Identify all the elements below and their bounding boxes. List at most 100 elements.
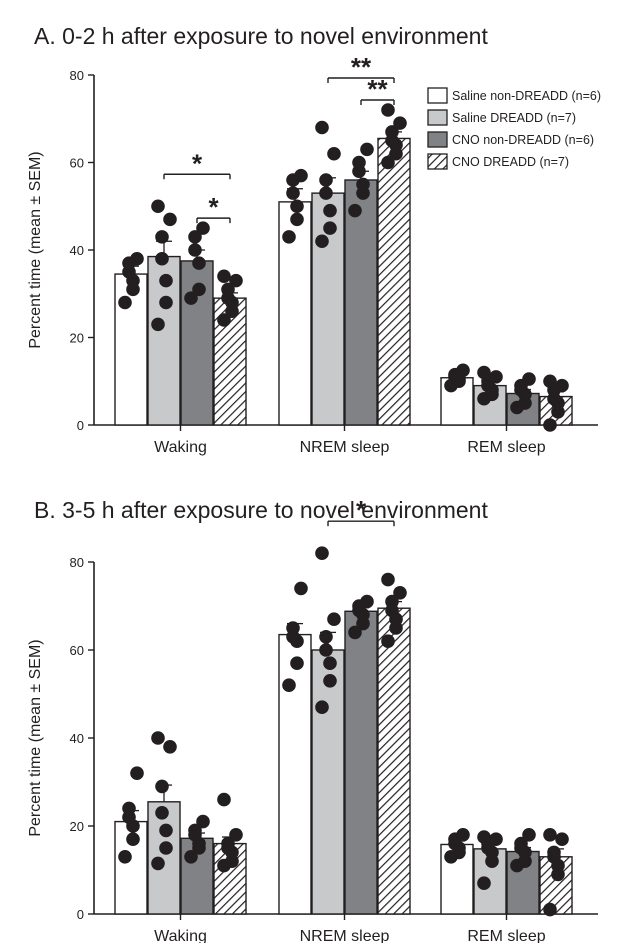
panel-a-data-point bbox=[130, 251, 144, 266]
panel-b-data-point bbox=[118, 850, 132, 864]
panel-b-data-point bbox=[348, 625, 362, 640]
panel-b-data-point bbox=[163, 740, 177, 754]
legend-label: CNO non-DREADD (n=6) bbox=[452, 133, 594, 147]
panel-b-data-point bbox=[477, 876, 491, 890]
panel-a-data-point bbox=[151, 199, 165, 214]
panel-b-data-point bbox=[159, 841, 173, 855]
panel-a-ytick: 60 bbox=[70, 156, 84, 171]
panel-a-data-point bbox=[221, 282, 235, 297]
panel-a-category-label: REM sleep bbox=[467, 439, 545, 456]
legend-swatch-cno-dreadd bbox=[427, 153, 448, 170]
panel-b-data-point bbox=[323, 656, 337, 670]
panel-a-marks bbox=[114, 103, 573, 432]
panel-b-ytick: 80 bbox=[70, 555, 84, 570]
panel-a-data-point bbox=[188, 243, 202, 257]
legend-label: Saline non-DREADD (n=6) bbox=[452, 89, 601, 103]
legend-swatch-saline-non-dreadd bbox=[427, 87, 448, 104]
panel-a-bar-cno-dreadd bbox=[377, 137, 411, 426]
panel-a-data-point bbox=[323, 203, 337, 218]
panel-a-bar-saline-dreadd bbox=[147, 255, 181, 426]
panel-b-data-point bbox=[327, 612, 341, 626]
panel-a-data-point bbox=[356, 177, 370, 192]
panel-a-data-point bbox=[192, 256, 206, 270]
panel-a-bar-saline-non-dreadd bbox=[114, 273, 148, 426]
panel-a-category-label: Waking bbox=[154, 439, 207, 456]
panel-b-data-point bbox=[381, 634, 395, 648]
panel-b-category-label: NREM sleep bbox=[300, 928, 390, 943]
panel-a-data-point bbox=[381, 103, 395, 117]
panel-a-data-point bbox=[159, 295, 173, 310]
panel-b-ytick: 60 bbox=[70, 643, 84, 658]
panel-b-category-label: Waking bbox=[154, 928, 207, 943]
panel-b-data-point bbox=[555, 832, 569, 846]
panel-b-data-point bbox=[155, 806, 169, 820]
panel-a-data-point bbox=[360, 142, 374, 157]
panel-b-data-point bbox=[217, 792, 231, 807]
panel-a-data-point bbox=[294, 168, 308, 183]
panel-a-bar-cno-non-dreadd bbox=[344, 179, 378, 426]
panel-b-data-point bbox=[196, 814, 210, 829]
panel-b-bar-saline-dreadd bbox=[147, 801, 181, 915]
panel-b-data-point bbox=[393, 586, 407, 600]
panel-a-data-point bbox=[217, 269, 231, 284]
panel-b-ytick: 40 bbox=[70, 731, 84, 746]
panel-a-ytick: 40 bbox=[70, 243, 84, 258]
panel-b-data-point bbox=[323, 674, 337, 688]
panel-b-data-point bbox=[547, 845, 561, 860]
panel-b-bar-cno-non-dreadd bbox=[344, 610, 378, 915]
panel-a-ytick: 0 bbox=[77, 418, 84, 433]
panel-b-data-point bbox=[360, 594, 374, 609]
panel-b-data-point bbox=[315, 700, 329, 714]
panel-a-significance-label: ** bbox=[351, 52, 372, 82]
legend-label: CNO DREADD (n=7) bbox=[452, 155, 569, 169]
panel-a-data-point bbox=[555, 378, 569, 393]
panel-b-data-point bbox=[294, 581, 308, 596]
legend-swatch-cno-non-dreadd bbox=[427, 131, 448, 148]
panel-b-data-point bbox=[122, 801, 136, 816]
panel-b-y-axis-label: Percent time (mean ± SEM) bbox=[27, 639, 44, 836]
panel-a-data-point bbox=[385, 125, 399, 139]
panel-b-bar-saline-non-dreadd bbox=[278, 633, 312, 915]
panel-b-category-label: REM sleep bbox=[467, 928, 545, 943]
legend-label: Saline DREADD (n=7) bbox=[452, 111, 576, 125]
panel-a-data-point bbox=[155, 251, 169, 266]
panel-b-data-point bbox=[543, 828, 557, 842]
panel-a-data-point bbox=[348, 203, 362, 218]
panel-a-data-point bbox=[229, 273, 243, 288]
panel-a-data-point bbox=[522, 372, 536, 386]
panel-a-data-point bbox=[290, 212, 304, 227]
panel-b-data-point bbox=[188, 823, 202, 838]
panel-a-category-label: NREM sleep bbox=[300, 439, 390, 456]
panel-a-data-point bbox=[282, 230, 296, 244]
panel-a-ticks: 0 20 40 60 80 bbox=[70, 68, 84, 433]
panel-a-data-point bbox=[327, 146, 341, 161]
panel-b-bar-cno-dreadd bbox=[377, 607, 411, 915]
panel-a-significance-label: ** bbox=[367, 74, 388, 104]
panel-a-data-point bbox=[543, 374, 557, 389]
panel-a-data-point bbox=[315, 120, 329, 135]
panel-a-significance-label: * bbox=[192, 148, 203, 178]
panel-b-significance-label: * bbox=[356, 495, 367, 525]
panel-a-y-axis-label: Percent time (mean ± SEM) bbox=[27, 151, 44, 348]
panel-a-data-point bbox=[159, 273, 173, 288]
panel-a-data-point bbox=[543, 418, 557, 432]
panel-a-data-point bbox=[188, 230, 202, 244]
panel-a-data-point bbox=[456, 363, 470, 378]
panel-a-data-point bbox=[393, 116, 407, 130]
panel-a-ytick: 20 bbox=[70, 331, 84, 346]
panel-a-data-point bbox=[381, 155, 395, 170]
panel-b-data-point bbox=[184, 850, 198, 864]
panel-a: A. 0-2 h after exposure to novel environ… bbox=[27, 23, 601, 456]
panel-b-data-point bbox=[381, 572, 395, 587]
panel-a-data-point bbox=[155, 230, 169, 244]
panel-a-data-point bbox=[192, 282, 206, 297]
legend: Saline non-DREADD (n=6) Saline DREADD (n… bbox=[427, 87, 601, 170]
panel-b-data-point bbox=[159, 823, 173, 838]
panel-b-ytick: 0 bbox=[77, 907, 84, 922]
panel-a-title: A. 0-2 h after exposure to novel environ… bbox=[34, 23, 488, 49]
panel-a-data-point bbox=[151, 317, 165, 332]
panel-a-significance: ****** bbox=[163, 52, 395, 224]
panel-a-data-point bbox=[352, 155, 366, 170]
panel-b-data-point bbox=[229, 828, 243, 842]
